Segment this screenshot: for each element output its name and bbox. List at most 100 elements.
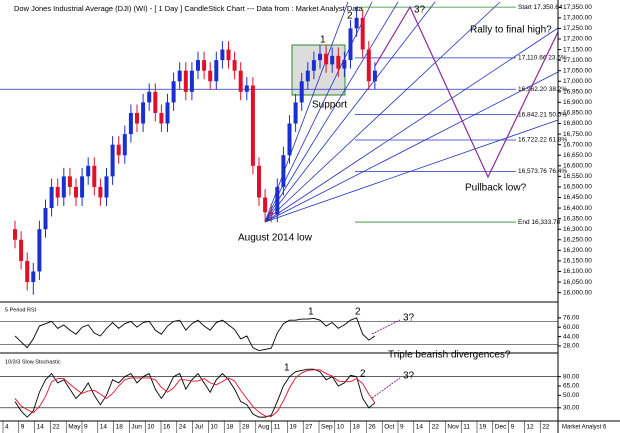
candle-body — [92, 165, 97, 187]
x-tick-label: 22 — [432, 424, 440, 431]
y-tick-label: 16,450.00 — [563, 194, 592, 201]
x-tick-label: 19 — [289, 424, 297, 431]
projection-path — [374, 5, 559, 179]
y-tick-label: 16,100.00 — [563, 268, 592, 275]
x-tick-label: 12 — [526, 424, 534, 431]
candle-body — [159, 112, 164, 124]
candle-body — [330, 55, 335, 65]
annotation: 3? — [403, 313, 415, 324]
y-tick-label: 16,950.00 — [563, 89, 592, 96]
y-tick-label: 16,150.00 — [563, 258, 592, 265]
candle-body — [263, 197, 268, 213]
y-tick-label: 16,750.00 — [563, 131, 592, 138]
x-tick-label: 19 — [479, 424, 487, 431]
main-panel: 17,350.00 17,300.00 17,250.00 17,200.00 17,1… — [0, 4, 592, 433]
y-tick-label: 17,250.00 — [563, 25, 592, 32]
panel-title: 10/3/3 Slow Stochastic — [5, 359, 61, 365]
x-tick-label: Jun — [131, 424, 142, 431]
fib-label: 16,722.22 61.8% — [518, 137, 567, 144]
y-tick-label: 80.00 — [563, 373, 580, 380]
x-tick-label: 11 — [274, 424, 281, 431]
fib-label: Start 17,350.64 — [518, 4, 563, 11]
annotation: 1 — [308, 307, 314, 318]
candle-body — [214, 60, 219, 82]
candle-body — [19, 239, 24, 261]
x-tick-label: Nov — [447, 424, 459, 431]
x-tick-label: 14 — [37, 424, 45, 431]
y-tick-label: 28.00 — [563, 343, 580, 350]
fib-label: 16,573.76 76.4% — [518, 168, 567, 175]
x-tick-label: 14 — [100, 424, 108, 431]
annotation: Pullback low? — [465, 183, 527, 194]
y-tick-label: 16,400.00 — [563, 205, 592, 212]
candle-body — [61, 176, 66, 198]
fib-label: End 16,333.78 — [518, 219, 561, 226]
x-tick-label: Aug — [258, 424, 270, 431]
candle-body — [287, 123, 292, 156]
chart-title: Dow Jones Industrial Average (DJI) (WI) … — [14, 4, 364, 13]
y-tick-label: 17,300.00 — [563, 15, 592, 22]
candle-body — [372, 70, 377, 82]
x-tick-label: 9 — [84, 424, 88, 431]
candle-body — [25, 260, 30, 283]
candle-body — [220, 49, 225, 61]
candle-body — [104, 176, 109, 198]
fib-label: 16,842.21 50.0% — [518, 111, 567, 118]
x-tick-label: 10 — [210, 424, 218, 431]
candle-body — [257, 165, 261, 198]
watermark: Market Analyst 6 — [562, 425, 607, 431]
candle-body — [74, 186, 78, 198]
candle-body — [116, 144, 121, 156]
y-tick-label: 16,800.00 — [563, 120, 592, 127]
candle-body — [238, 70, 243, 92]
y-tick-label: 16,000.00 — [563, 289, 592, 296]
x-tick-label: Oct — [384, 424, 394, 431]
candle-body — [366, 49, 371, 82]
y-tick-label: 44.00 — [563, 333, 580, 340]
candle-body — [226, 49, 231, 61]
candle-body — [318, 53, 322, 61]
indicator-line — [14, 317, 376, 352]
x-tick-label: 26 — [368, 424, 376, 431]
candle-body — [122, 134, 127, 156]
candle-body — [305, 70, 310, 82]
x-tick-label: 18 — [116, 424, 124, 431]
y-tick-label: 16,850.00 — [563, 110, 592, 117]
stochastic-panel: 80.00 65.00 50.00 30.00 — [0, 368, 580, 418]
x-tick-label: 9 — [21, 424, 25, 431]
candle-body — [128, 112, 133, 135]
candle-body — [86, 165, 91, 177]
x-tick-label: 10 — [337, 424, 345, 431]
candle-body — [336, 55, 341, 69]
y-tick-label: 16,300.00 — [563, 226, 592, 233]
candle-body — [141, 102, 146, 124]
x-tick-label: 14 — [416, 424, 424, 431]
y-tick-label: 16,200.00 — [563, 247, 592, 254]
x-tick-label: Sep — [321, 424, 333, 431]
candle-body — [153, 91, 158, 113]
y-tick-label: 16,250.00 — [563, 236, 592, 243]
x-tick-label: 18 — [353, 424, 361, 431]
x-tick-label: Dec — [495, 424, 507, 431]
annotation: Triple bearish divergences? — [388, 350, 511, 361]
y-tick-label: 17,150.00 — [563, 46, 592, 53]
candle-body — [67, 176, 72, 187]
candle-body — [250, 85, 255, 166]
x-tick-label: May — [68, 424, 81, 431]
candle-body — [147, 91, 152, 103]
candle-body — [49, 186, 54, 209]
candle-body — [37, 229, 42, 272]
annotation: 2 — [360, 369, 366, 380]
fib-label: 17,110.66 23.6% — [518, 55, 567, 62]
candle-body — [177, 70, 182, 82]
x-tick-label: 18 — [226, 424, 234, 431]
rsi-panel: 76.00 60.00 44.00 28.00 — [0, 315, 580, 352]
candle-body — [110, 144, 115, 177]
y-tick-label: 76.00 — [563, 315, 580, 322]
candle-body — [80, 176, 85, 198]
x-tick-label: 22 — [542, 424, 550, 431]
candle-body — [208, 70, 213, 82]
candle-body — [354, 17, 359, 29]
candle-body — [43, 208, 48, 230]
